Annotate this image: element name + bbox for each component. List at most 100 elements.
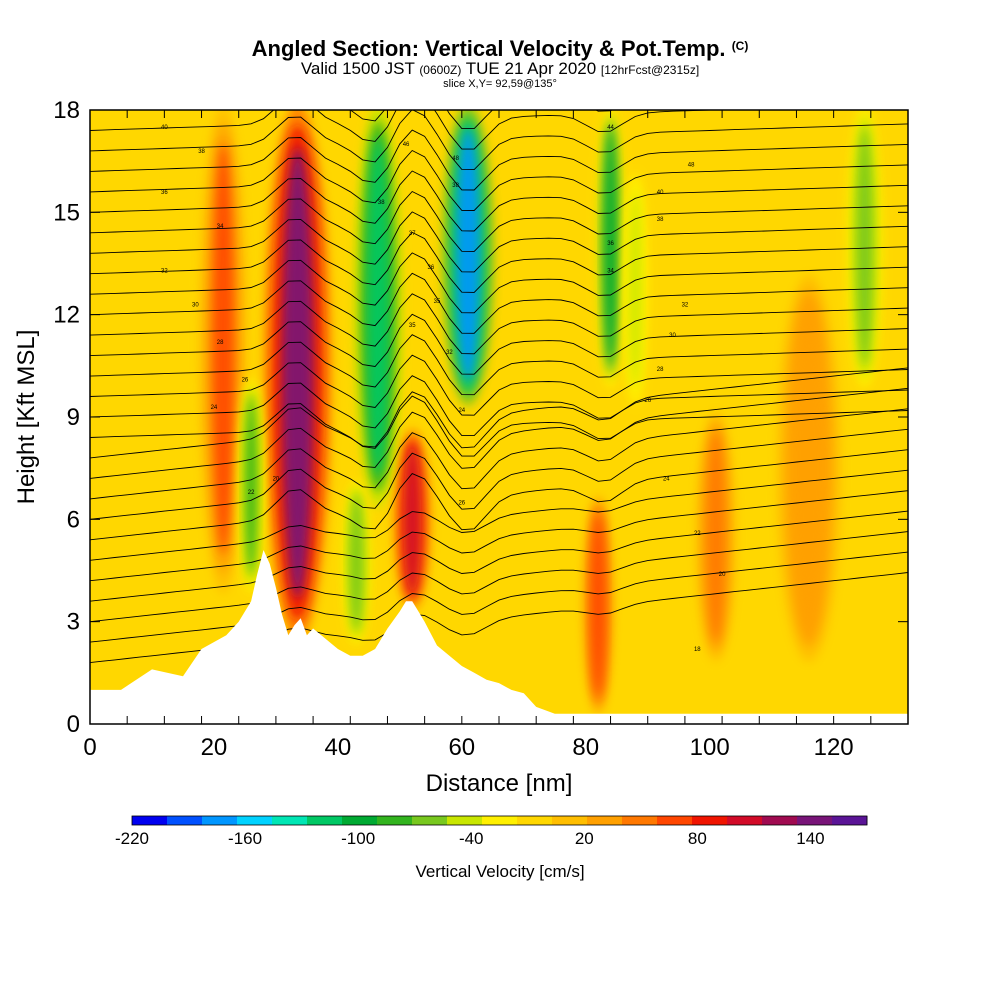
x-tick-label: 120: [814, 734, 854, 761]
isentrope-label: 36: [427, 265, 434, 271]
isentrope-line: [90, 293, 908, 355]
colorbar-swatch: [797, 816, 833, 825]
velocity-cell: [245, 394, 258, 577]
isentrope-label: 34: [607, 268, 614, 274]
colorbar-tick-label: -160: [228, 829, 262, 848]
isentrope-line: [90, 387, 908, 479]
velocity-cell: [629, 190, 641, 388]
x-axis-label: Distance [nm]: [426, 770, 573, 797]
colorbar-swatch: [587, 816, 623, 825]
colorbar-tick-label: 20: [575, 829, 594, 848]
colorbar-swatch: [832, 816, 868, 825]
y-tick-label: 12: [53, 302, 80, 329]
y-tick-label: 15: [53, 199, 80, 226]
isentrope-label: 28: [657, 367, 664, 373]
isentrope-line: [90, 110, 908, 171]
isentrope-label: 38: [378, 200, 385, 206]
colorbar-swatch: [167, 816, 203, 825]
isentrope-line: [90, 272, 908, 334]
isentrope-label: 36: [161, 190, 168, 196]
isentrope-line: [90, 28, 908, 88]
isentrope-label: 32: [446, 350, 453, 356]
x-tick-label: 0: [83, 734, 96, 761]
isentrope-label: 48: [688, 163, 695, 169]
velocity-cell: [281, 146, 314, 599]
isentrope-label: 30: [669, 333, 676, 339]
isentrope-contours: [90, 28, 908, 664]
valid-time-z: (0600Z): [419, 63, 462, 77]
colorbar-swatch: [517, 816, 553, 825]
isentrope-line: [90, 510, 908, 602]
colorbar-swatch: [237, 816, 273, 825]
colorbar-swatch: [657, 816, 693, 825]
y-tick-label: 6: [67, 506, 80, 533]
isentrope-label: 35: [434, 299, 441, 305]
colorbar-tick-label: 140: [796, 829, 824, 848]
velocity-cell: [403, 442, 422, 597]
isentrope-label: 40: [657, 190, 664, 196]
isentrope-label: 35: [409, 323, 416, 329]
colorbar-swatch: [377, 816, 413, 825]
chart-title-text: Angled Section: Vertical Velocity & Pot.…: [251, 36, 726, 61]
isentrope-line: [90, 149, 908, 211]
isentrope-label: 44: [607, 125, 614, 131]
velocity-features: [199, 110, 883, 713]
colorbar-tick-label: 80: [688, 829, 707, 848]
isentrope-label: 18: [694, 647, 701, 653]
velocity-cell: [591, 513, 605, 696]
isentrope-line: [90, 395, 908, 457]
isentrope-line: [90, 449, 908, 541]
isentrope-label: 36: [607, 241, 614, 247]
colorbar-frame: [131, 815, 868, 826]
isentrope-line: [90, 490, 908, 582]
velocity-cell: [706, 431, 726, 642]
velocity-cell: [349, 492, 364, 632]
forecast-info: [12hrFcst@2315z]: [600, 63, 700, 77]
isentrope-label: 24: [211, 405, 218, 411]
colorbar-tick-label: -100: [341, 829, 375, 848]
isentrope-label: 48: [452, 156, 459, 162]
isentrope-label: 37: [409, 231, 416, 237]
colorbar-swatch: [132, 816, 168, 825]
velocity-cell: [456, 128, 480, 382]
isentrope-label: 20: [719, 572, 726, 578]
colorbar-swatch: [202, 816, 238, 825]
isentrope-line: [90, 231, 908, 293]
isentrope-line: [90, 334, 908, 396]
isentrope-label: 22: [248, 490, 255, 496]
colorbar-swatch: [622, 816, 658, 825]
isentrope-label: 40: [161, 125, 168, 131]
isentrope-line: [90, 48, 908, 108]
isentrope-label: 24: [663, 476, 670, 482]
isentrope-line: [90, 252, 908, 314]
colorbar-swatch: [762, 816, 798, 825]
colorbar-swatch: [692, 816, 728, 825]
x-tick-label: 20: [201, 734, 228, 761]
plot-area: 40 38 36 34 32 30 28 26 24 22 20 46 38 37 36 35 35 32 24 26…: [89, 28, 909, 725]
isentrope-label: 28: [217, 340, 224, 346]
isentrope-line: [90, 110, 724, 150]
colorbar: -220 -160 -100 -40 20 80 140: [115, 815, 868, 848]
isentrope-label: 32: [682, 302, 689, 308]
isentrope-label: 34: [217, 224, 224, 230]
colorbar-swatch: [307, 816, 343, 825]
valid-time: Valid 1500 JST: [300, 59, 415, 78]
colorbar-swatch: [447, 816, 483, 825]
y-tick-label: 3: [67, 609, 80, 636]
isentrope-line: [90, 531, 908, 623]
copyright-mark: (C): [731, 39, 749, 53]
velocity-cell: [367, 136, 390, 476]
isentrope-label: 32: [161, 268, 168, 274]
isentrope-line: [90, 408, 908, 500]
isentrope-label: 46: [403, 142, 410, 148]
y-axis-label: Height [Kft MSL]: [13, 330, 40, 505]
isentrope-line: [90, 354, 908, 416]
isentrope-label: 26: [644, 398, 651, 404]
isentrope-line: [90, 375, 908, 437]
colorbar-tick-label: -220: [115, 829, 149, 848]
x-tick-label: 40: [325, 734, 352, 761]
isentrope-label: 24: [458, 408, 465, 414]
isentrope-line: [90, 170, 908, 232]
isentrope-line: [90, 129, 908, 191]
